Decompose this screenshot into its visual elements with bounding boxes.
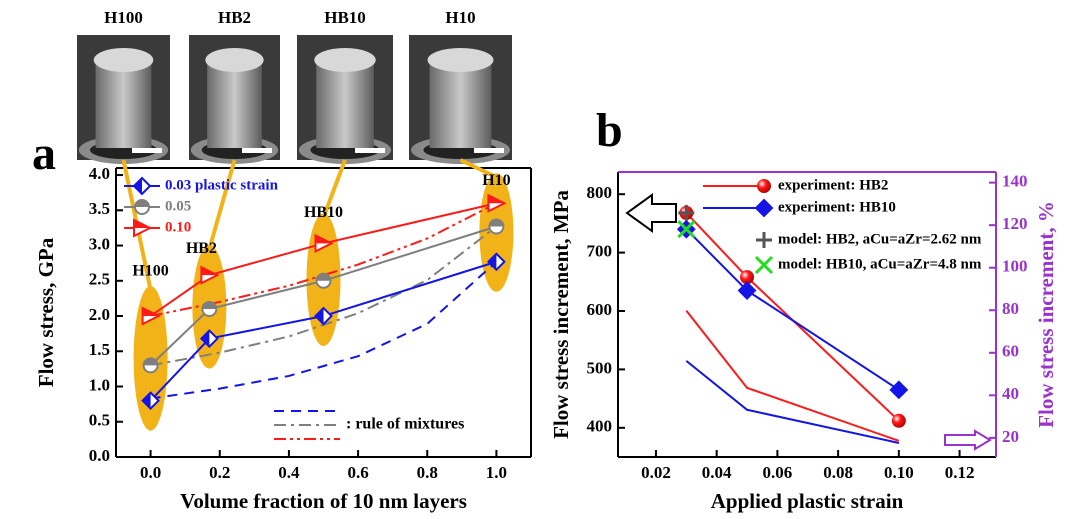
y-tick-label: 500 xyxy=(587,358,613,377)
image-label: HB2 xyxy=(218,8,251,27)
x-tick-label: 0.4 xyxy=(278,463,300,482)
legend-label: experiment: HB2 xyxy=(778,177,888,193)
image-label: H10 xyxy=(445,8,475,27)
y-axis-label: Flow stress increment, MPa xyxy=(549,190,573,439)
x-axis-label: Applied plastic strain xyxy=(711,489,904,513)
scale-bar xyxy=(355,148,385,153)
y2-tick-label: 40 xyxy=(1002,384,1019,403)
y2-tick-label: 20 xyxy=(1002,427,1019,446)
marker xyxy=(134,178,150,194)
pillar xyxy=(316,60,374,148)
legend-label: 0.10 xyxy=(165,219,191,235)
x-tick-label: 0.2 xyxy=(209,463,230,482)
series-line xyxy=(686,229,899,390)
y2-tick-label: 100 xyxy=(1002,257,1028,276)
marker xyxy=(756,232,772,248)
marker xyxy=(202,302,216,316)
marker xyxy=(144,358,158,372)
mixture-legend-label: : rule of mixtures xyxy=(346,416,464,433)
y-tick-label: 3.5 xyxy=(89,199,110,218)
x-tick-label: 0.04 xyxy=(702,463,732,482)
point-label: HB10 xyxy=(304,204,343,221)
panel-label: a xyxy=(32,127,56,180)
pillar-top xyxy=(428,48,494,72)
axis-arrow xyxy=(627,195,676,231)
x-tick-label: 0.08 xyxy=(823,463,853,482)
figure: a b H100 HB2 HB10 H10 0.0 0.2 0.4 0.6 0.8 1.0 0.0 0… xyxy=(0,0,1067,519)
y-tick-label: 3.0 xyxy=(89,234,110,253)
x-tick-label: 1.0 xyxy=(486,463,507,482)
pillar xyxy=(207,60,262,148)
pillar-top xyxy=(94,48,154,72)
panel-label: b xyxy=(596,104,623,157)
marker-half xyxy=(134,178,142,194)
marker-half xyxy=(134,220,150,228)
x-tick-label: 0.02 xyxy=(641,463,671,482)
micrograph xyxy=(77,35,170,164)
legend-label: 0.05 xyxy=(165,198,191,214)
x-axis-label: Volume fraction of 10 nm layers xyxy=(180,489,467,513)
axis-arrow xyxy=(945,431,990,449)
marker-shape xyxy=(892,414,906,428)
y-axis-label: Flow stress, GPa xyxy=(34,237,58,387)
y2-tick-label: 120 xyxy=(1002,214,1028,233)
y-tick-label: 600 xyxy=(587,300,613,319)
legend-label: experiment: HB10 xyxy=(778,199,896,215)
image-label: H100 xyxy=(104,8,143,27)
pillar xyxy=(96,60,152,148)
connector xyxy=(209,160,234,249)
pillar xyxy=(430,60,492,148)
y-tick-label: 800 xyxy=(587,183,613,202)
point-label: HB2 xyxy=(186,240,217,257)
marker-shape xyxy=(891,382,907,398)
scale-bar xyxy=(242,148,272,153)
pillar-top xyxy=(314,48,375,72)
x-tick-label: 0.0 xyxy=(140,463,161,482)
marker xyxy=(891,382,907,398)
y-tick-label: 0.0 xyxy=(89,446,110,465)
y-tick-label: 0.5 xyxy=(89,411,110,430)
y-tick-label: 2.0 xyxy=(89,305,110,324)
x-tick-label: 0.12 xyxy=(945,463,975,482)
micrograph xyxy=(189,35,280,164)
legend-label: model: HB10, aCu=aZr=4.8 nm xyxy=(778,256,982,272)
marker xyxy=(756,257,772,273)
legend-label: model: HB2, aCu=aZr=2.62 nm xyxy=(778,231,982,247)
y-tick-label: 400 xyxy=(587,417,613,436)
marker-shape xyxy=(756,200,772,216)
y-tick-label: 4.0 xyxy=(89,164,110,183)
x-tick-label: 0.10 xyxy=(884,463,914,482)
micrograph xyxy=(297,35,393,164)
image-label: HB10 xyxy=(324,8,366,27)
scale-bar xyxy=(132,148,162,153)
y-tick-label: 1.0 xyxy=(89,375,110,394)
marker-shape xyxy=(756,257,772,273)
scale-bar xyxy=(474,148,504,153)
micrograph xyxy=(409,35,512,164)
marker xyxy=(489,220,503,234)
point-label: H100 xyxy=(132,263,168,280)
marker xyxy=(317,274,331,288)
legend-label: 0.03 plastic strain xyxy=(165,177,279,193)
y-tick-label: 2.5 xyxy=(89,270,110,289)
marker xyxy=(757,179,771,193)
marker xyxy=(135,200,149,214)
y-tick-label: 700 xyxy=(587,242,613,261)
marker xyxy=(756,200,772,216)
marker xyxy=(892,414,906,428)
marker-shape xyxy=(757,179,771,193)
series-line xyxy=(686,311,899,441)
pillar-top xyxy=(205,48,263,72)
x-tick-label: 0.6 xyxy=(347,463,368,482)
y2-tick-label: 140 xyxy=(1002,172,1028,191)
y2-tick-label: 80 xyxy=(1002,299,1019,318)
point-label: H10 xyxy=(482,172,510,189)
x-tick-label: 0.06 xyxy=(763,463,793,482)
y-tick-label: 1.5 xyxy=(89,340,110,359)
marker xyxy=(134,220,150,236)
y2-axis-label: Flow stress increment, % xyxy=(1034,201,1058,428)
y2-tick-label: 60 xyxy=(1002,342,1019,361)
marker-shape xyxy=(756,232,772,248)
x-tick-label: 0.8 xyxy=(417,463,438,482)
